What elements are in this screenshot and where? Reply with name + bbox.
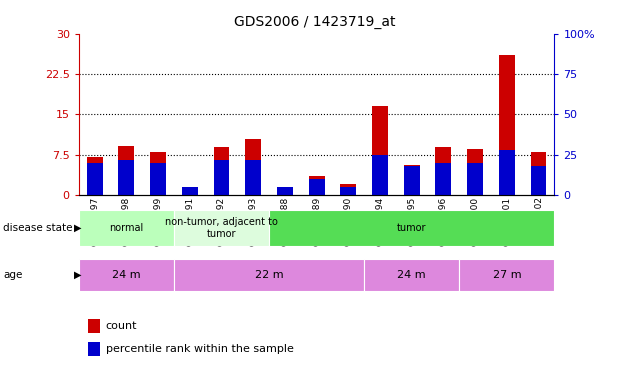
Bar <box>79 210 174 246</box>
Bar <box>530 166 546 195</box>
Bar <box>118 159 134 195</box>
Bar <box>245 159 261 195</box>
Bar <box>404 166 420 195</box>
Text: 24 m: 24 m <box>112 270 140 280</box>
Bar <box>499 55 515 195</box>
Bar <box>340 187 356 195</box>
Text: disease state: disease state <box>3 223 72 233</box>
Bar <box>214 147 229 195</box>
Bar <box>182 190 198 195</box>
Text: count: count <box>106 321 137 331</box>
Bar <box>269 210 554 246</box>
Bar <box>182 187 198 195</box>
Bar <box>87 163 103 195</box>
Text: non-tumor, adjacent to
tumor: non-tumor, adjacent to tumor <box>165 217 278 238</box>
Text: tumor: tumor <box>397 223 427 233</box>
Text: ▶: ▶ <box>74 223 82 233</box>
Bar <box>150 152 166 195</box>
Text: GDS2006 / 1423719_at: GDS2006 / 1423719_at <box>234 15 396 29</box>
Bar <box>459 259 554 291</box>
Bar <box>277 192 293 195</box>
Text: normal: normal <box>109 223 144 233</box>
Bar <box>245 139 261 195</box>
Bar <box>372 106 388 195</box>
Text: percentile rank within the sample: percentile rank within the sample <box>106 344 294 354</box>
Text: 24 m: 24 m <box>398 270 426 280</box>
Bar <box>340 184 356 195</box>
Text: age: age <box>3 270 23 280</box>
Bar <box>530 152 546 195</box>
Bar <box>277 187 293 195</box>
Bar <box>499 150 515 195</box>
Bar <box>467 149 483 195</box>
Bar <box>467 163 483 195</box>
Bar <box>435 163 451 195</box>
Bar <box>404 165 420 195</box>
Text: 27 m: 27 m <box>493 270 521 280</box>
Bar <box>214 159 229 195</box>
Bar <box>79 259 174 291</box>
Bar <box>309 179 324 195</box>
Bar <box>118 146 134 195</box>
Bar <box>309 176 324 195</box>
Bar <box>435 147 451 195</box>
Bar <box>174 259 364 291</box>
Bar <box>87 158 103 195</box>
Bar <box>364 259 459 291</box>
Bar <box>174 210 269 246</box>
Bar <box>150 163 166 195</box>
Text: 22 m: 22 m <box>255 270 284 280</box>
Text: ▶: ▶ <box>74 270 82 280</box>
Bar <box>372 154 388 195</box>
